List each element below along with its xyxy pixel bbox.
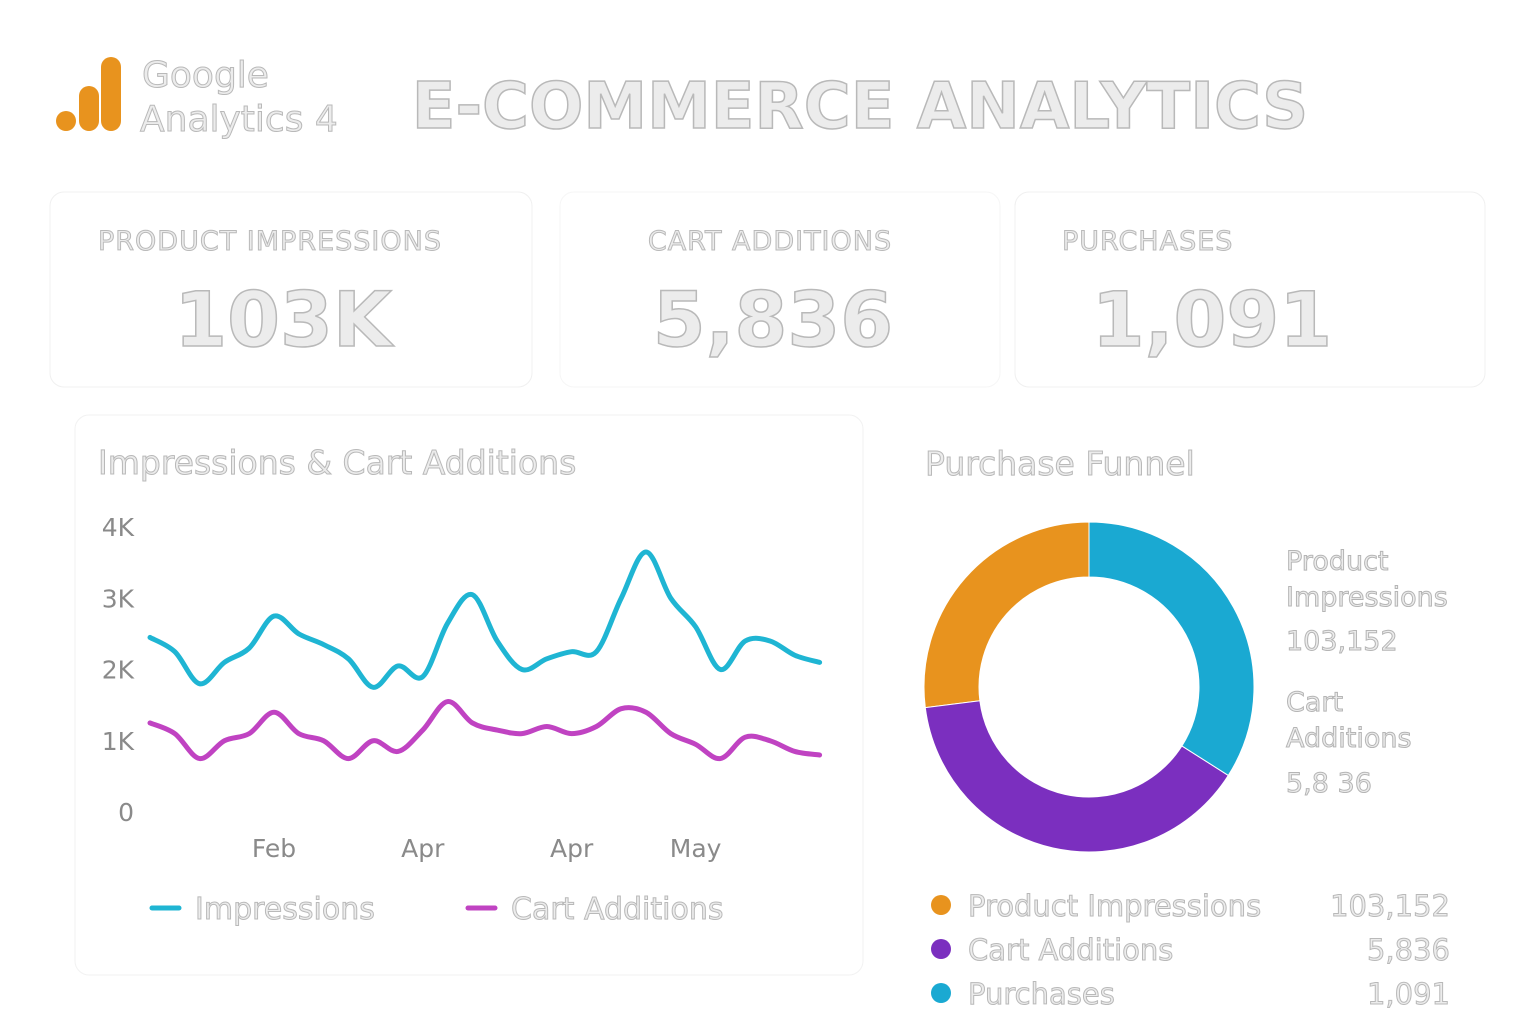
chart-title: Impressions & Cart Additions: [98, 443, 576, 482]
callout-value: 103,152: [1286, 626, 1399, 658]
donut-segment: [924, 700, 1230, 853]
legend-value: 1,091: [1367, 977, 1450, 1011]
kpi-value: 1,091: [1092, 275, 1332, 364]
legend-dot: [931, 895, 951, 915]
chart-title: Purchase Funnel: [925, 444, 1195, 483]
kpi-card: [1014, 191, 1486, 388]
legend-label: Impressions: [195, 892, 375, 927]
chart-card: [74, 414, 864, 976]
legend-label: Product Impressions: [968, 889, 1261, 923]
donut-segment: [923, 521, 1090, 709]
callout-label: Product Impressions: [1286, 546, 1449, 614]
kpi-value: 5,836: [653, 275, 893, 364]
page-title: E-COMMERCE ANALYTICS: [412, 70, 1309, 144]
donut-segment: [1088, 521, 1255, 777]
callout-value: 5,8 36: [1286, 768, 1373, 800]
y-tick-label: 1K: [102, 727, 135, 756]
kpi-value: 103K: [174, 275, 395, 364]
legend-label: Cart Additions: [968, 933, 1173, 967]
kpi-card: [49, 191, 533, 388]
series-line: [147, 699, 823, 762]
callout-label: Cart Additions: [1286, 687, 1413, 755]
legend-value: 5,836: [1367, 933, 1450, 967]
y-tick-label: 0: [118, 798, 134, 827]
legend-label: Purchases: [968, 977, 1115, 1011]
x-tick-label: May: [670, 834, 722, 863]
kpi-card: [559, 191, 1001, 388]
kpi-label: PRODUCT IMPRESSIONS: [98, 226, 442, 257]
legend-dot: [931, 983, 951, 1003]
x-tick-label: Feb: [252, 834, 296, 863]
series-line: [147, 549, 823, 690]
logo-text: Analytics 4: [140, 99, 338, 140]
y-tick-label: 4K: [102, 513, 135, 542]
x-tick-label: Apr: [401, 834, 445, 863]
x-tick-label: Apr: [550, 834, 594, 863]
legend-label: Cart Additions: [511, 892, 723, 927]
logo-text: Google: [142, 55, 269, 96]
legend-dot: [931, 939, 951, 959]
plot: 0 1K 2K 3K 4K Feb Apr Apr May Impressions Cart Add…: [102, 513, 1451, 1012]
y-tick-label: 2K: [102, 656, 135, 685]
logo: [56, 57, 121, 131]
kpi-label: PURCHASES: [1062, 226, 1233, 257]
y-tick-label: 3K: [102, 584, 135, 613]
legend-value: 103,152: [1330, 889, 1450, 923]
kpi-label: CART ADDITIONS: [648, 226, 892, 257]
